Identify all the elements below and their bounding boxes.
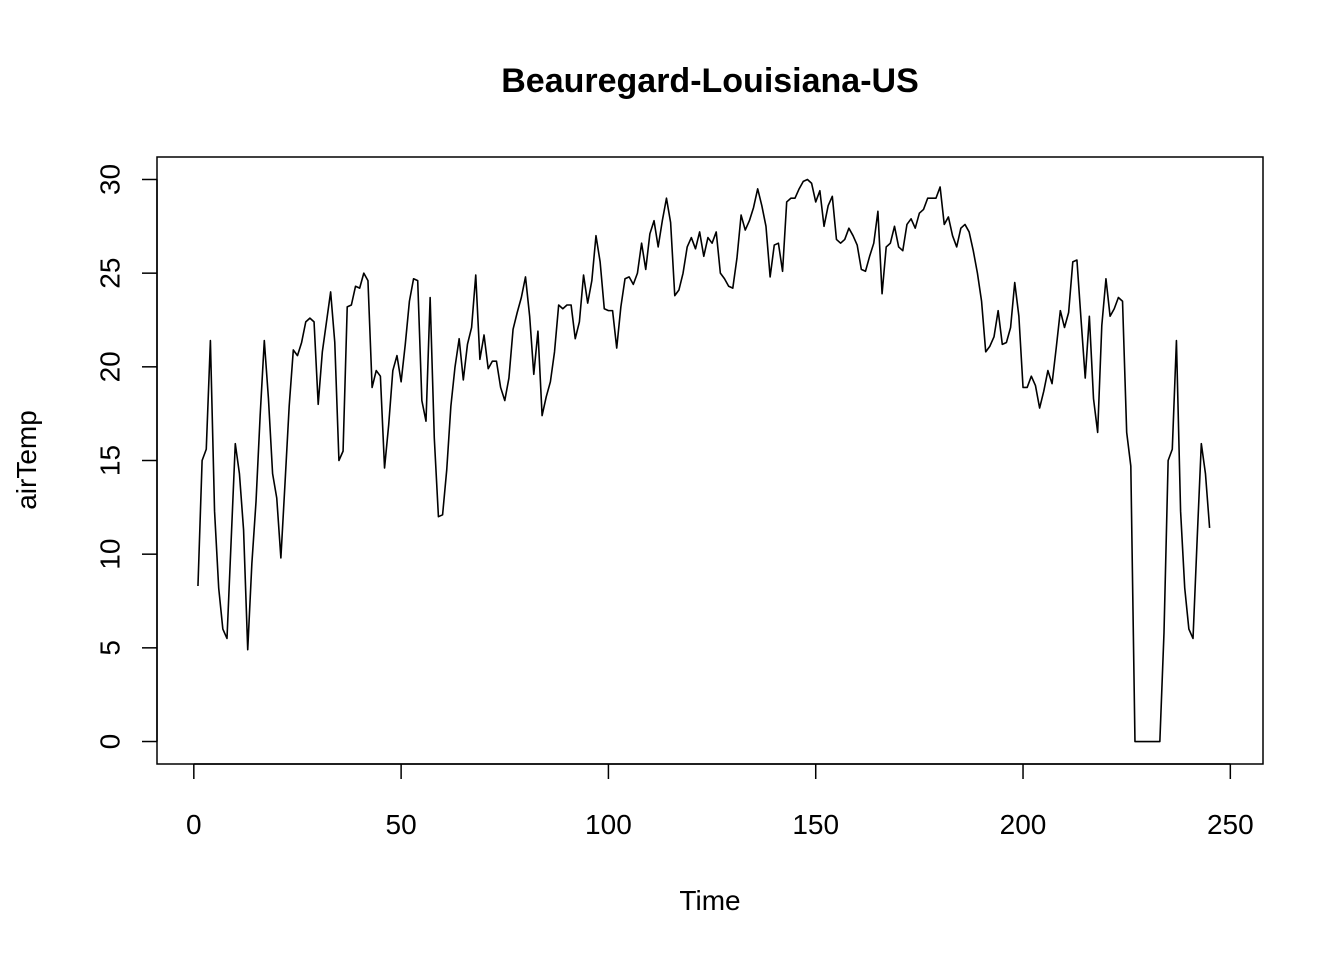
air-temp-series-line — [197, 178, 1211, 743]
y-tick-label: 25 — [95, 258, 126, 289]
chart-title: Beauregard-Louisiana-US — [501, 62, 919, 100]
x-tick-label: 100 — [585, 809, 632, 840]
y-tick-label: 20 — [95, 351, 126, 382]
y-tick-label: 10 — [95, 539, 126, 570]
x-axis-label: Time — [679, 885, 740, 916]
x-tick-label: 200 — [1000, 809, 1047, 840]
y-tick-label: 0 — [95, 734, 126, 750]
x-tick-label: 150 — [792, 809, 839, 840]
y-tick-label: 30 — [95, 164, 126, 195]
x-axis: 0 50 100 150 200 250 — [186, 763, 1254, 840]
x-tick-label: 250 — [1207, 809, 1254, 840]
y-tick-label: 15 — [95, 445, 126, 476]
plot-frame — [156, 156, 1264, 765]
y-axis: 0 5 10 15 20 25 30 — [95, 164, 158, 749]
y-tick-label: 5 — [95, 640, 126, 656]
y-axis-label: airTemp — [11, 410, 42, 510]
x-tick-label: 0 — [186, 809, 202, 840]
x-tick-label: 50 — [386, 809, 417, 840]
